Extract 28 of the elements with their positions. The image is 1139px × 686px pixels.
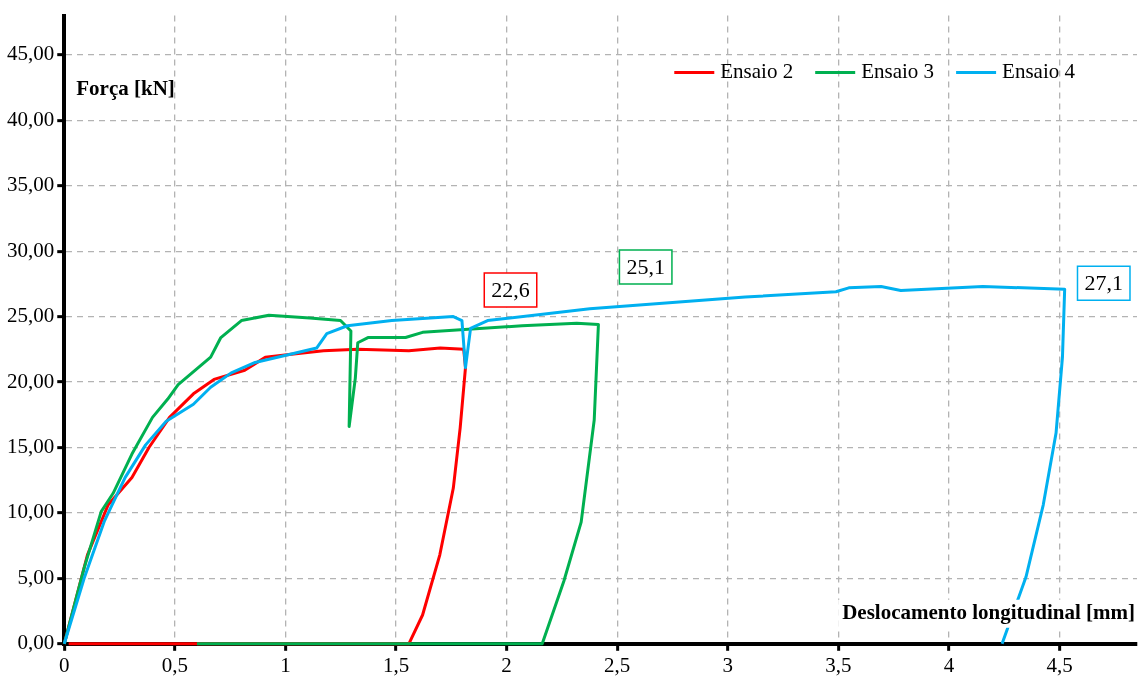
- x-tick-label: 0: [59, 652, 70, 677]
- annotation: 22,6: [491, 276, 530, 302]
- y-tick-label: 30,00: [7, 237, 55, 262]
- x-tick-label: 1: [280, 652, 291, 677]
- x-tick-label: 2,5: [604, 652, 631, 677]
- y-tick-label: 40,00: [7, 106, 55, 131]
- y-tick-label: 10,00: [7, 499, 55, 524]
- x-tick-label: 1,5: [382, 652, 410, 677]
- y-tick-label: 20,00: [7, 368, 55, 393]
- y-axis-title: Força [kN]: [76, 76, 175, 101]
- legend-label: Ensaio 4: [1002, 59, 1076, 84]
- y-tick-label: 0,00: [17, 630, 55, 655]
- legend-label: Ensaio 2: [720, 59, 794, 84]
- y-tick-label: 15,00: [7, 434, 55, 458]
- x-tick-label: 3: [722, 652, 734, 677]
- x-tick-label: 3,5: [825, 652, 852, 677]
- annotation: 27,1: [1084, 269, 1123, 295]
- y-tick-label: 35,00: [7, 172, 55, 197]
- x-axis-title: Deslocamento longitudinal [mm]: [842, 600, 1135, 625]
- y-tick-label: 25,00: [7, 303, 55, 328]
- y-tick-label: 45,00: [7, 41, 55, 66]
- y-tick-label: 5,00: [17, 564, 55, 589]
- x-tick-label: 4: [943, 652, 955, 677]
- annotation: 25,1: [626, 253, 665, 279]
- x-tick-label: 2: [501, 652, 512, 677]
- x-tick-label: 0,5: [161, 652, 188, 677]
- legend-label: Ensaio 3: [861, 59, 935, 84]
- x-tick-label: 4,5: [1046, 652, 1073, 677]
